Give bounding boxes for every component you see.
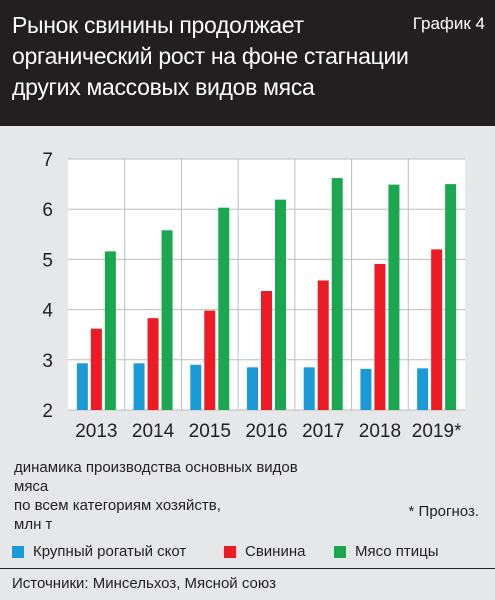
legend-item: Мясо птицы (334, 543, 439, 560)
bar (360, 368, 372, 410)
bar (76, 363, 88, 410)
x-tick-label: 2017 (302, 421, 344, 442)
legend-label: Крупный рогатый скот (33, 543, 187, 560)
bar (204, 310, 216, 410)
bar (275, 199, 286, 410)
bar (445, 184, 457, 410)
y-tick-label: 3 (42, 351, 53, 372)
y-tick-label: 5 (42, 250, 53, 271)
y-tick-label: 7 (42, 150, 53, 171)
chart-caption: динамика производства основных видов мяс… (14, 459, 298, 533)
bar (218, 207, 230, 410)
legend-swatch (224, 545, 236, 558)
bar (417, 368, 429, 410)
bar (374, 263, 386, 410)
legend-swatch (12, 545, 24, 558)
chart-title: Рынок свинины продолжает органический ро… (12, 12, 409, 100)
bar (261, 291, 272, 410)
x-tick-label: 2015 (189, 421, 231, 442)
divider (0, 568, 495, 569)
chart-header: Рынок свинины продолжает органический ро… (0, 0, 495, 126)
chart-number: График 4 (412, 14, 485, 33)
legend-item: Свинина (224, 543, 305, 560)
bar (247, 367, 258, 410)
bar (161, 230, 173, 410)
y-tick-label: 2 (42, 401, 53, 422)
forecast-footnote: * Прогноз. (408, 503, 479, 520)
bar (303, 367, 315, 410)
legend: Крупный рогатый скот Свинина Мясо птицы (12, 543, 482, 565)
x-tick-label: 2019* (412, 421, 462, 442)
source-note: Источники: Минсельхоз, Мясной союз (12, 575, 276, 592)
x-tick-label: 2014 (132, 421, 175, 442)
legend-item: Крупный рогатый скот (12, 543, 186, 560)
bar (388, 184, 400, 410)
legend-label: Мясо птицы (355, 543, 439, 560)
bar (317, 280, 329, 410)
legend-label: Свинина (245, 543, 306, 560)
legend-swatch (334, 545, 346, 558)
bar (431, 249, 443, 410)
x-tick-label: 2013 (75, 421, 117, 442)
bar (133, 363, 145, 410)
bar-chart: 2 3 4 5 6 7 2013 2014 2015 2016 2017 2018 2019* (42, 150, 465, 442)
bar (190, 364, 202, 410)
y-tick-label: 4 (42, 301, 53, 322)
x-tick-label: 2016 (245, 421, 287, 442)
bar (104, 251, 116, 410)
bar (331, 178, 343, 410)
y-tick-label: 6 (42, 200, 53, 221)
bar (90, 328, 102, 410)
x-tick-label: 2018 (359, 421, 401, 442)
bar (147, 318, 159, 410)
